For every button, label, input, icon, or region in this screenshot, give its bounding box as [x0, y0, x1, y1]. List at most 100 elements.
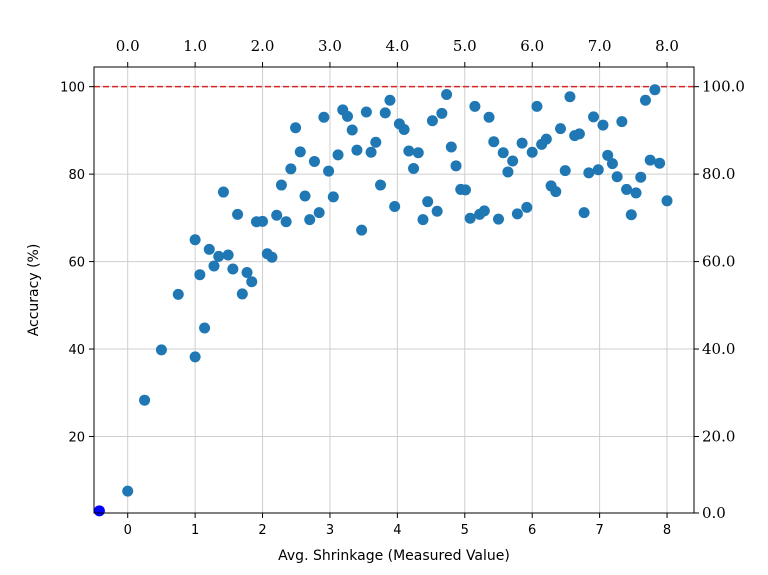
data-points [122, 84, 673, 497]
data-point-14 [232, 208, 244, 220]
bottom-tick-label-3: 3 [326, 523, 334, 538]
bottom-tick-label-5: 5 [461, 523, 469, 538]
grid-lines [94, 67, 694, 513]
bottom-tick-label-4: 4 [393, 523, 401, 538]
top-tick-label-6: 6.0 [520, 37, 544, 55]
data-point-91 [597, 119, 609, 131]
plot-frame [93, 66, 695, 514]
data-point-104 [661, 195, 673, 207]
data-point-63 [464, 212, 476, 224]
data-point-32 [318, 111, 330, 123]
data-point-53 [417, 214, 429, 226]
bottom-axis-ticks: 0 1 2 3 4 5 6 7 8 [124, 513, 671, 538]
data-point-33 [323, 165, 335, 177]
highlight-point [93, 505, 105, 517]
data-point-62 [459, 184, 471, 196]
data-point-6 [194, 269, 206, 281]
data-point-70 [497, 147, 509, 159]
bottom-tick-label-6: 6 [528, 523, 536, 538]
right-tick-label-5: 100.0 [702, 78, 745, 96]
x-axis-label: Avg. Shrinkage (Measured Value) [278, 548, 510, 564]
data-point-16 [241, 267, 253, 279]
data-point-8 [203, 243, 215, 255]
data-point-101 [644, 154, 656, 166]
data-point-95 [616, 116, 628, 128]
data-point-38 [346, 124, 358, 136]
data-point-84 [564, 91, 576, 103]
data-point-43 [370, 136, 382, 148]
top-tick-label-7: 7.0 [588, 37, 612, 55]
bottom-tick-label-8: 8 [663, 523, 671, 538]
data-point-44 [375, 179, 387, 191]
right-axis-ticks: 0.0 20.0 40.0 60.0 80.0 100.0 [694, 78, 745, 522]
data-point-72 [507, 155, 519, 167]
left-axis-ticks: 20 40 60 80 100 [60, 81, 94, 445]
data-point-39 [351, 144, 363, 156]
data-point-19 [257, 215, 269, 227]
data-point-7 [199, 322, 211, 334]
right-tick-label-0: 0.0 [702, 504, 726, 522]
data-point-92 [602, 149, 614, 161]
data-point-3 [172, 288, 184, 300]
top-tick-label-3: 3.0 [318, 37, 342, 55]
top-tick-label-5: 5.0 [453, 37, 477, 55]
data-point-42 [365, 146, 377, 158]
left-tick-label-4: 100 [60, 81, 85, 96]
data-point-13 [227, 263, 239, 275]
data-point-83 [559, 165, 571, 177]
right-tick-label-3: 60.0 [702, 253, 735, 271]
data-point-21 [266, 251, 278, 263]
data-point-59 [445, 141, 457, 153]
data-point-55 [426, 115, 438, 127]
data-point-22 [271, 209, 283, 221]
data-point-2 [155, 344, 167, 356]
data-point-97 [625, 209, 637, 221]
top-tick-label-8: 8.0 [655, 37, 679, 55]
data-point-37 [341, 110, 353, 122]
data-point-58 [441, 89, 453, 101]
data-point-68 [488, 136, 500, 148]
data-point-73 [511, 208, 523, 220]
data-point-28 [299, 190, 311, 202]
right-tick-label-1: 20.0 [702, 427, 735, 445]
data-point-71 [502, 166, 514, 178]
data-point-86 [573, 128, 585, 140]
data-point-1 [139, 394, 151, 406]
data-point-88 [583, 167, 595, 179]
data-point-69 [492, 213, 504, 225]
data-point-0 [122, 485, 134, 497]
data-point-67 [483, 111, 495, 123]
data-point-12 [222, 249, 234, 261]
data-point-49 [398, 124, 410, 136]
data-point-40 [356, 224, 368, 236]
data-point-57 [436, 107, 448, 119]
right-tick-label-4: 80.0 [702, 165, 735, 183]
data-point-77 [531, 100, 543, 112]
data-point-5 [189, 351, 201, 363]
data-point-10 [213, 250, 225, 262]
data-point-50 [403, 145, 415, 157]
top-tick-label-1: 1.0 [183, 37, 207, 55]
data-point-29 [304, 214, 316, 226]
data-point-93 [606, 158, 618, 170]
data-point-47 [389, 200, 401, 212]
data-point-100 [639, 94, 651, 106]
data-point-89 [588, 111, 600, 123]
data-point-46 [384, 94, 396, 106]
top-tick-label-2: 2.0 [251, 37, 275, 55]
data-point-25 [285, 163, 297, 175]
data-point-94 [611, 171, 623, 183]
data-point-11 [217, 186, 229, 198]
left-tick-label-2: 60 [68, 256, 85, 271]
data-point-54 [422, 196, 434, 208]
data-point-98 [630, 187, 642, 199]
data-point-82 [555, 123, 567, 135]
data-point-9 [208, 260, 220, 272]
data-point-87 [578, 207, 590, 219]
data-point-17 [246, 276, 258, 288]
data-point-64 [469, 100, 481, 112]
left-tick-label-1: 40 [68, 343, 85, 358]
data-point-75 [521, 201, 533, 213]
top-tick-label-4: 4.0 [385, 37, 409, 55]
